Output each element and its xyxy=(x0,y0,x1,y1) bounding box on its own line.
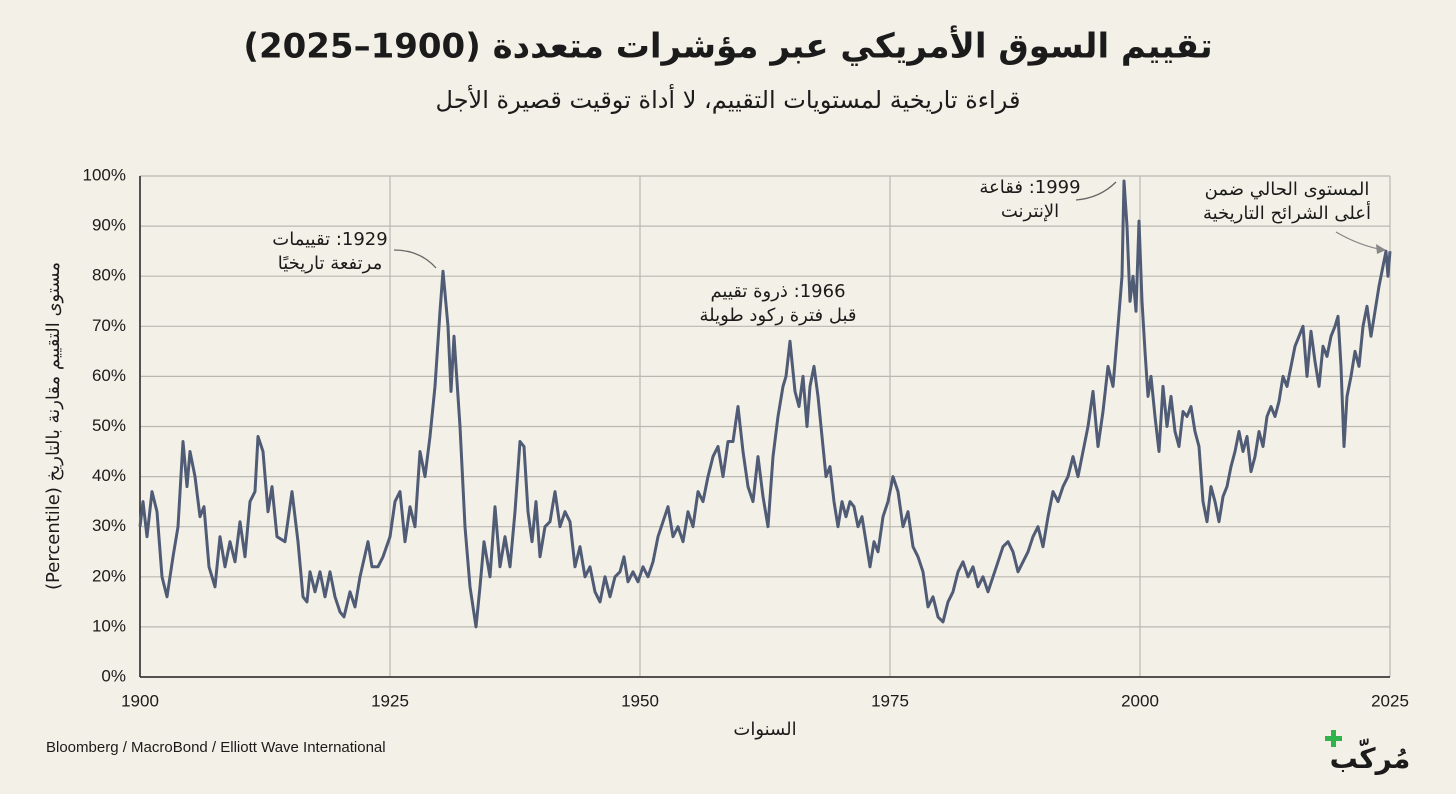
annotation: أعلى الشرائح التاريخية xyxy=(1203,201,1371,224)
y-tick-label: 30% xyxy=(92,516,126,535)
y-axis-label: مستوى التقييم مقارنة بالتاريخ (Percentil… xyxy=(43,262,64,590)
annotation: 1966: ذروة تقييم xyxy=(710,281,845,302)
y-tick-label: 70% xyxy=(92,316,126,335)
x-tick-label: 1925 xyxy=(371,691,409,710)
x-axis-label: السنوات xyxy=(733,719,796,740)
chart-subtitle: قراءة تاريخية لمستويات التقييم، لا أداة … xyxy=(436,84,1021,114)
logo-plus xyxy=(1331,730,1336,747)
y-tick-label: 50% xyxy=(92,416,126,435)
annotation: المستوى الحالي ضمن xyxy=(1205,179,1370,200)
annotation-arrow xyxy=(393,249,437,269)
annotation: 1999: فقاعة xyxy=(979,177,1080,198)
y-tick-label: 10% xyxy=(92,616,126,635)
annotation-arrow xyxy=(1075,181,1117,201)
annotation: الإنترنت xyxy=(1001,201,1059,222)
y-tick-label: 60% xyxy=(92,366,126,385)
x-tick-label: 1950 xyxy=(621,691,659,710)
y-tick-label: 40% xyxy=(92,466,126,485)
chart-title: تقييم السوق الأمريكي عبر مؤشرات متعددة (… xyxy=(243,25,1212,67)
x-tick-label: 2025 xyxy=(1371,691,1409,710)
annotation: مرتفعة تاريخيًا xyxy=(278,253,382,274)
y-tick-label: 100% xyxy=(83,165,126,184)
y-tick-label: 20% xyxy=(92,566,126,585)
x-tick-label: 1975 xyxy=(871,691,909,710)
data-line xyxy=(138,179,1392,629)
x-tick-label: 1900 xyxy=(121,691,159,710)
logo-text: مُركّب xyxy=(1330,738,1411,775)
annotation: 1929: تقييمات xyxy=(272,229,387,250)
y-tick-label: 90% xyxy=(92,216,126,235)
logo: مُركّب xyxy=(1325,730,1410,775)
y-tick-label: 80% xyxy=(92,266,126,285)
y-tick-label: 0% xyxy=(101,666,126,685)
arrow-head xyxy=(1376,244,1386,254)
annotation: قبل فترة ركود طويلة xyxy=(699,305,856,326)
x-tick-label: 2000 xyxy=(1121,691,1159,710)
source: Bloomberg / MacroBond / Elliott Wave Int… xyxy=(46,739,386,756)
